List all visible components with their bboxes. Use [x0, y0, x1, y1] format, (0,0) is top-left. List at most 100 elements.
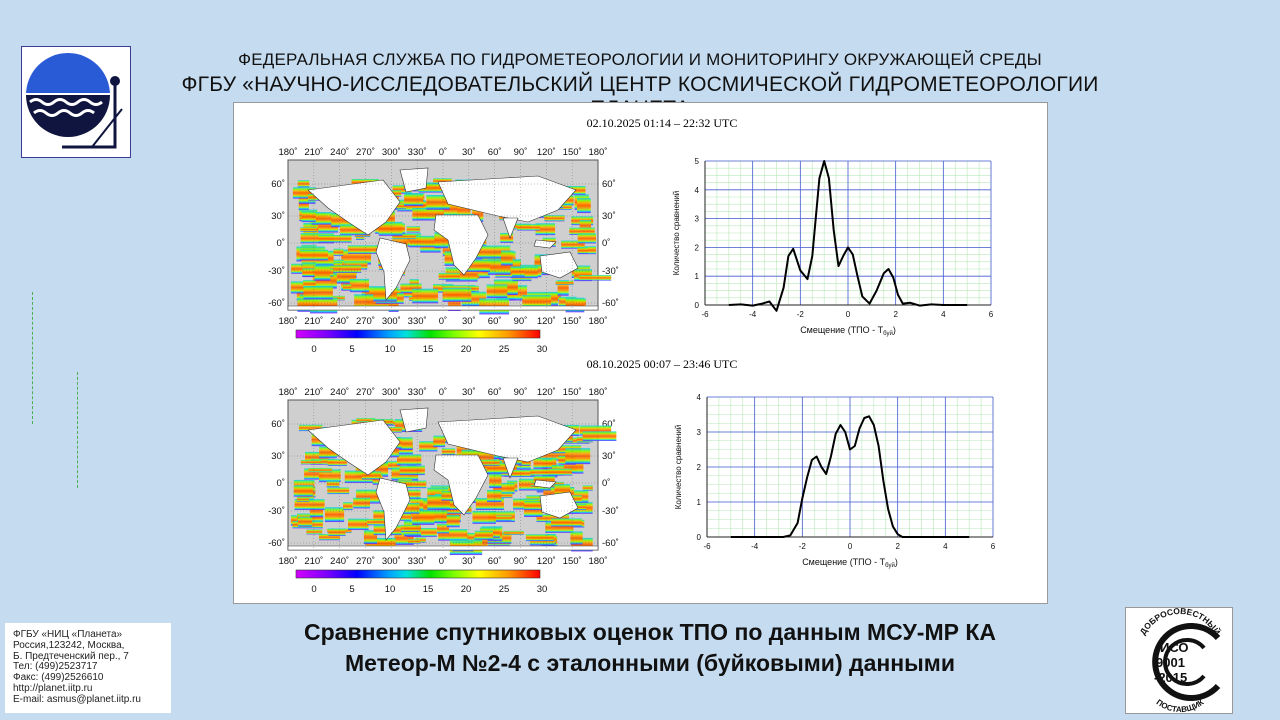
- continent-shape: [375, 237, 411, 301]
- decor-dashed-line: [77, 372, 78, 488]
- lon-tick-label: 330˚: [408, 147, 427, 158]
- sst-swath: [324, 507, 345, 523]
- colorbar-tick-label: 25: [499, 584, 510, 595]
- sst-swath: [503, 530, 524, 535]
- sst-swath: [409, 235, 440, 248]
- lon-tick-label: 120˚: [537, 147, 556, 158]
- x-tick-label: -6: [703, 542, 711, 551]
- caption-line-1: Сравнение спутниковых оценок ТПО по данн…: [304, 619, 996, 645]
- sst-swath: [319, 446, 337, 459]
- sst-swath: [489, 473, 502, 489]
- lon-tick-label: 90˚: [514, 556, 528, 567]
- lon-tick-label: 60˚: [488, 387, 502, 398]
- x-tick-label: 0: [848, 542, 853, 551]
- colorbar-tick-label: 30: [537, 584, 548, 595]
- lon-tick-label: 300˚: [382, 147, 401, 158]
- sst-swath: [577, 198, 591, 214]
- lat-tick-label: -30˚: [268, 506, 285, 517]
- lon-tick-label: 210˚: [304, 387, 323, 398]
- lon-tick-label: 180˚: [588, 556, 607, 567]
- lon-tick-label: 180˚: [278, 387, 297, 398]
- sst-swath: [318, 534, 340, 541]
- sst-swath: [561, 240, 585, 249]
- sst-swath: [310, 297, 338, 314]
- colorbar-tick-label: 5: [349, 344, 354, 355]
- lat-tick-label: 0˚: [602, 478, 610, 489]
- sst-swath: [404, 193, 424, 206]
- lon-tick-label: 150˚: [563, 316, 582, 327]
- panel-graphics: 180˚180˚210˚210˚240˚240˚270˚270˚300˚300˚…: [268, 147, 996, 595]
- lon-tick-label: 120˚: [537, 556, 556, 567]
- lat-tick-label: 30˚: [602, 211, 616, 222]
- sst-swath: [343, 502, 353, 511]
- lon-tick-label: 330˚: [408, 316, 427, 327]
- lat-tick-label: -60˚: [602, 298, 619, 309]
- lon-tick-label: 270˚: [356, 556, 375, 567]
- sst-swath: [310, 458, 334, 465]
- sst-swath: [433, 435, 446, 448]
- x-tick-label: -6: [701, 310, 709, 319]
- period-label-1: 02.10.2025 01:14 – 22:32 UTC: [586, 116, 738, 130]
- contact-website-link[interactable]: http://planet.iitp.ru: [13, 682, 93, 694]
- sst-swath: [305, 451, 330, 463]
- lat-tick-label: 60˚: [602, 419, 616, 430]
- sst-swath: [582, 431, 617, 442]
- sst-swath: [311, 212, 332, 225]
- sst-swath: [441, 506, 472, 514]
- colorbar-tick-label: 5: [349, 584, 354, 595]
- y-tick-label: 3: [695, 215, 700, 224]
- sst-swath: [516, 224, 540, 231]
- continent-shape: [307, 419, 401, 476]
- sst-swath: [406, 528, 437, 537]
- sst-swath: [293, 485, 313, 497]
- sst-swath: [327, 459, 347, 466]
- lon-tick-label: 210˚: [304, 316, 323, 327]
- series-line: [730, 415, 970, 538]
- x-tick-label: 2: [895, 542, 900, 551]
- sst-swath: [400, 524, 420, 532]
- sst-swath: [469, 285, 479, 292]
- sst-swath: [361, 471, 382, 480]
- sst-swath: [487, 489, 502, 503]
- sst-swath: [535, 223, 556, 236]
- contact-fax: Факс: (499)2526610: [13, 672, 104, 684]
- lon-tick-label: 180˚: [278, 556, 297, 567]
- period-label-2: 08.10.2025 00:07 – 23:46 UTC: [586, 357, 738, 371]
- sst-swath: [415, 537, 426, 543]
- lon-tick-label: 0˚: [439, 316, 447, 327]
- sst-swath: [303, 280, 316, 288]
- slide-caption: Сравнение спутниковых оценок ТПО по данн…: [230, 617, 1070, 679]
- sst-swath: [557, 280, 569, 296]
- colorbar-tick-label: 20: [461, 584, 472, 595]
- sst-swath: [347, 518, 369, 531]
- continent-shape: [375, 477, 411, 541]
- y-tick-label: 0: [695, 301, 700, 310]
- sst-swath: [522, 295, 552, 308]
- sst-swath: [530, 469, 564, 476]
- sst-map-1: 180˚180˚210˚210˚240˚240˚270˚270˚300˚300˚…: [268, 147, 619, 355]
- sst-swath: [291, 263, 310, 274]
- lon-tick-label: 330˚: [408, 556, 427, 567]
- contact-phone: Тел: (499)2523717: [13, 661, 98, 673]
- sst-swath: [579, 275, 612, 281]
- lon-tick-label: 270˚: [356, 147, 375, 158]
- lon-tick-label: 180˚: [588, 387, 607, 398]
- y-tick-label: 4: [695, 186, 700, 195]
- series-line: [728, 160, 968, 312]
- continent-shape: [539, 251, 579, 279]
- sst-swath: [298, 424, 323, 432]
- lat-tick-label: 60˚: [271, 419, 285, 430]
- sst-swath: [572, 504, 587, 511]
- colorbar: [295, 329, 541, 339]
- x-axis-label: Смещение (ТПО - Тбуй): [802, 557, 898, 569]
- sst-swath: [412, 288, 439, 304]
- colorbar-tick-label: 25: [499, 344, 510, 355]
- sst-swath: [303, 286, 333, 300]
- iso-year: -2015: [1154, 670, 1187, 685]
- y-tick-label: 1: [697, 498, 702, 507]
- contact-line: Россия,123242, Москва,: [13, 639, 125, 651]
- lon-tick-label: 150˚: [563, 147, 582, 158]
- lon-tick-label: 60˚: [488, 147, 502, 158]
- contact-email-link[interactable]: E-mail: asmus@planet.iitp.ru: [13, 693, 141, 705]
- sst-swath: [579, 425, 612, 436]
